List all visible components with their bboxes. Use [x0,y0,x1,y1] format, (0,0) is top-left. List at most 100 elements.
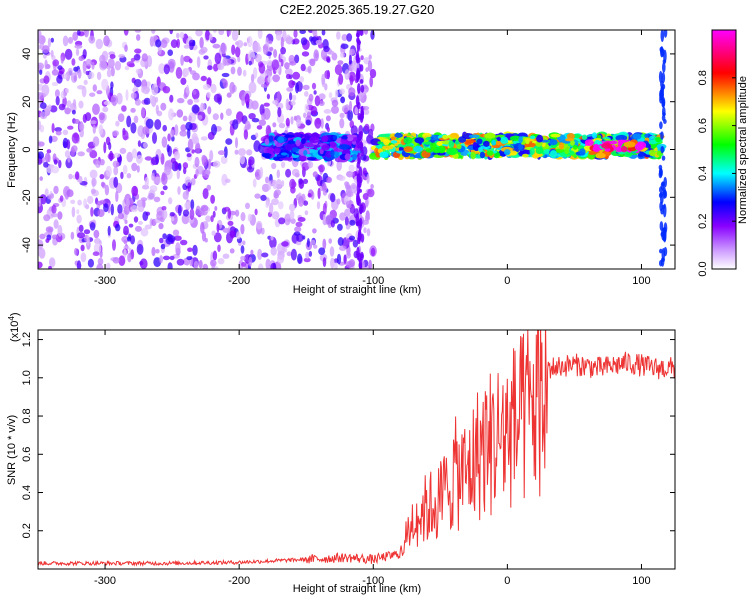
spectrogram-cell [318,247,326,255]
spectrogram-cell [339,118,345,129]
spectrogram-streak [359,64,364,72]
spectrogram-cell [238,148,246,157]
spectrogram-cell [143,142,148,149]
spectrogram-cell [500,136,509,144]
spectrogram-cell [130,122,137,134]
spectrogram-cell [484,132,496,139]
spectrogram-cell [221,78,227,83]
spectrogram-cell [141,53,148,62]
spectrogram-cell [265,176,270,184]
spectrogram-cell [229,81,236,94]
spectrogram-cell [213,30,217,33]
spectrogram-cell [286,213,291,220]
spectrogram-cell [152,132,157,144]
spectrogram-cell [75,48,80,56]
spectrogram-cell [82,62,87,74]
spectrogram-cell [109,150,114,162]
spectrogram-cell [50,50,54,58]
spectrogram-x-ticks: -300 -200 -100 0 100 [94,30,651,287]
spectrogram-cell [124,44,128,52]
spectrogram-cell [92,84,98,92]
spectrogram-cell [190,199,195,210]
spectrogram-cell [225,138,233,145]
spectrogram-cell [62,141,68,149]
spectrogram-cell [126,151,133,163]
spectrogram-cell [151,156,159,166]
spectrogram-cell [322,238,327,250]
spectrogram-cell [344,208,351,217]
spectrogram-cell [57,224,63,237]
spectrogram-cell [348,164,355,172]
spectrogram-cell [288,80,295,88]
spectrogram-cell [362,106,370,111]
spectrogram-cell [151,30,156,34]
spectrogram-cell [592,145,601,152]
spectrogram-cell [390,136,396,141]
spectrogram-cell [305,154,311,157]
spectrogram-cell [183,44,190,49]
spectrogram-cell [270,235,274,241]
spectrogram-cell [189,70,197,75]
x-tick-label: 100 [632,575,650,587]
spectrogram-cell [414,137,425,144]
spectrogram-cell [108,142,112,151]
spectrogram-cell [235,137,238,149]
spectrogram-cell [153,257,162,268]
spectrogram-cell [337,223,343,231]
spectrogram-cell [369,68,377,79]
spectrogram-streak [660,181,665,191]
colorbar-label: Normalized spectral amplitude [737,76,749,224]
spectrogram-cell [330,257,335,269]
spectrogram-cell [82,49,87,59]
spectrogram-cell [273,156,280,161]
figure-title: C2E2.2025.365.19.27.G20 [280,2,435,17]
spectrogram-cell [272,100,278,105]
spectrogram-streak [658,164,663,170]
spectrogram-cell [535,147,544,155]
spectrogram-cell [134,79,142,88]
spectrogram-cell [345,224,351,230]
spectrogram-cell [184,67,190,76]
spectrogram-streak [357,178,362,188]
spectrogram-cell [615,134,628,142]
spectrogram-cell [217,244,221,252]
spectrogram-cell [240,212,246,222]
spectrogram-cell [70,199,76,204]
x-tick-label: -200 [228,575,250,587]
spectrogram-cell [160,102,167,111]
spectrogram-cell [182,191,189,200]
spectrogram-cell [118,54,125,59]
spectrogram-cell [370,30,375,40]
spectrogram-cell [109,54,116,59]
spectrogram-streak [658,70,663,83]
spectrogram-cell [182,115,188,122]
spectrogram-cell [535,141,543,147]
spectrogram-cell [168,108,175,121]
spectrogram-cell [261,113,266,121]
spectrogram-cell [240,224,245,235]
spectrogram-cell [187,99,194,105]
spectrogram-cell [59,195,64,202]
spectrogram-streak [659,248,663,254]
spectrogram-cell [136,34,141,41]
spectrogram-streak [659,89,664,98]
spectrogram-cell [39,176,43,181]
spectrogram-streak [661,72,666,84]
spectrogram-cell [203,55,209,60]
y-tick-label: -20 [21,189,33,205]
spectrogram-cell [174,161,178,170]
spectrogram-cell [313,145,318,149]
spectrogram-cell [303,112,307,119]
y-tick-label: 0.6 [21,447,33,462]
spectrogram-cell [80,244,85,252]
spectrogram-cell [588,151,596,155]
spectrogram-cell [329,246,335,257]
spectrogram-cell [118,212,124,220]
spectrogram-cell [208,34,213,41]
spectrogram-cell [360,55,364,61]
spectrogram-cell [167,133,171,142]
spectrogram-cell [210,194,216,204]
spectrogram-cell [50,213,59,218]
spectrogram-cell [103,35,110,47]
spectrogram-cell [77,85,85,90]
